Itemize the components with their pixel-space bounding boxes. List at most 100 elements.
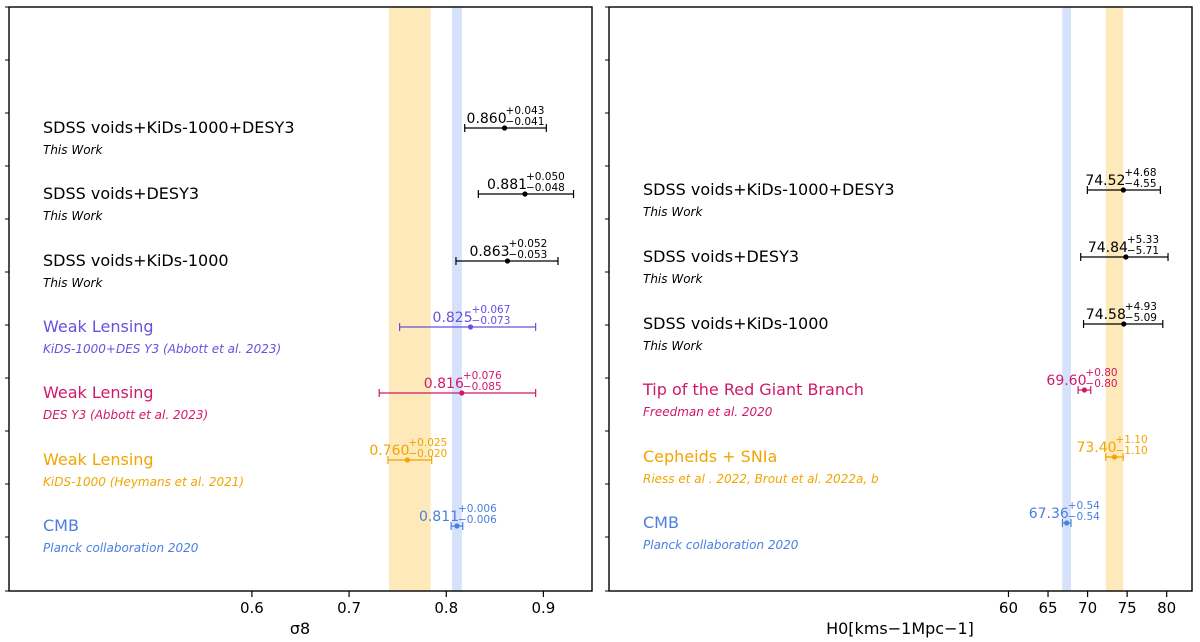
value-label: 74.58 [1086, 307, 1126, 323]
value-plus: +1.10 [1115, 434, 1147, 446]
value-plus: +0.043 [506, 105, 545, 117]
row-reference: KiDS-1000 (Heymans et al. 2021) [43, 475, 244, 489]
sigma8-data-row: SDSS voids+KiDs-1000+DESY3 This Work 0.860… [43, 105, 547, 157]
value-minus: −1.10 [1115, 445, 1147, 457]
sigma8-xtick-label: 0.6 [240, 599, 264, 617]
data-point [501, 125, 508, 131]
data-point [522, 191, 528, 197]
sigma8-xtick-label: 0.9 [531, 599, 555, 617]
value-plus: +0.80 [1085, 367, 1117, 379]
h0-xtick-label: 65 [1038, 599, 1057, 617]
row-label: SDSS voids+KiDs-1000 [643, 314, 829, 333]
value-plus: +0.052 [508, 238, 547, 250]
row-reference: This Work [43, 276, 103, 290]
data-point [454, 523, 460, 529]
h0-data-row: Tip of the Red Giant Branch Freedman et a… [642, 367, 1118, 419]
row-label: CMB [43, 516, 79, 535]
data-point [404, 457, 410, 463]
value-plus: +0.076 [463, 370, 502, 382]
data-point [1064, 520, 1070, 526]
sigma8-data-row: SDSS voids+DESY3 This Work 0.881+0.050−0.0… [43, 171, 575, 223]
h0-xtick-label: 60 [999, 599, 1018, 617]
row-label: Weak Lensing [43, 383, 154, 402]
value-label: 0.881 [487, 177, 527, 193]
row-label: Tip of the Red Giant Branch [642, 380, 864, 399]
h0-band-1 [1105, 7, 1124, 591]
sigma8-data-row: CMB Planck collaboration 2020 0.811+0.006−… [43, 503, 497, 555]
value-minus: −0.54 [1068, 511, 1100, 523]
value-minus: −5.09 [1125, 312, 1157, 324]
h0-data-row: CMB Planck collaboration 2020 67.36+0.54−0… [643, 500, 1100, 552]
sigma8-panel: 0.6 0.7 0.8 0.9 SDSS voids+KiDs-1000+DESY3 T… [5, 6, 593, 638]
row-label: SDSS voids+DESY3 [643, 247, 799, 266]
sigma8-xtick-label: 0.8 [434, 599, 458, 617]
sigma8-plot-frame [8, 6, 593, 592]
value-minus: −0.020 [408, 448, 447, 460]
data-point [504, 258, 511, 264]
row-reference: KiDS-1000+DES Y3 (Abbott et al. 2023) [43, 342, 281, 356]
sigma8-data-row: Weak Lensing DES Y3 (Abbott et al. 2023) 0… [43, 370, 537, 422]
value-label: 74.52 [1085, 173, 1125, 189]
h0-xtick-label: 70 [1078, 599, 1097, 617]
data-point [1121, 321, 1127, 327]
value-minus: −0.085 [463, 381, 502, 393]
value-label: 74.84 [1088, 240, 1128, 256]
value-minus: −0.048 [526, 182, 565, 194]
value-label: 0.811 [419, 509, 459, 525]
value-minus: −0.053 [508, 249, 547, 261]
row-reference: This Work [643, 205, 703, 219]
h0-data-row: SDSS voids+KiDs-1000 This Work 74.58+4.93−… [643, 301, 1164, 353]
value-plus: +4.68 [1124, 167, 1156, 179]
data-point [1111, 454, 1118, 460]
value-minus: −0.80 [1085, 378, 1117, 390]
row-reference: Freedman et al. 2020 [643, 405, 773, 419]
value-label: 67.36 [1029, 506, 1069, 522]
row-reference: This Work [643, 339, 703, 353]
sigma8-data-row: Weak Lensing KiDS-1000 (Heymans et al. 20… [43, 437, 447, 489]
h0-band-0 [1062, 7, 1071, 591]
row-reference: This Work [43, 143, 103, 157]
h0-plot-frame [608, 6, 1193, 592]
h0-data-row: SDSS voids+KiDs-1000+DESY3 This Work 74.52… [643, 167, 1161, 219]
value-plus: +0.54 [1068, 500, 1100, 512]
value-plus: +0.050 [526, 171, 565, 183]
h0-panel: 60 65 70 75 80 SDSS voids+KiDs-1000+DESY3 Thi… [605, 6, 1193, 638]
value-minus: −0.041 [506, 116, 545, 128]
data-point [459, 390, 465, 396]
value-label: 73.40 [1076, 440, 1116, 456]
data-point [467, 324, 474, 330]
value-label: 69.60 [1046, 373, 1086, 389]
value-plus: +5.33 [1127, 234, 1159, 246]
h0-axis-label: H0[kms−1Mpc−1] [826, 619, 974, 638]
value-plus: +0.006 [458, 503, 497, 515]
value-minus: −5.71 [1127, 245, 1159, 257]
h0-xtick-label: 80 [1157, 599, 1176, 617]
row-label: SDSS voids+KiDs-1000+DESY3 [643, 180, 895, 199]
row-reference: This Work [643, 272, 703, 286]
data-point [1123, 254, 1129, 260]
row-label: Weak Lensing [43, 450, 154, 469]
sigma8-data-row: SDSS voids+KiDs-1000 This Work 0.863+0.052… [43, 238, 559, 290]
row-reference: DES Y3 (Abbott et al. 2023) [43, 408, 208, 422]
row-reference: Planck collaboration 2020 [643, 538, 799, 552]
sigma8-xtick-label: 0.7 [337, 599, 361, 617]
value-label: 0.863 [469, 244, 509, 260]
sigma8-band-0 [388, 7, 431, 591]
value-label: 0.816 [424, 376, 464, 392]
row-label: SDSS voids+KiDs-1000+DESY3 [43, 118, 295, 137]
sigma8-band-1 [452, 7, 462, 591]
value-plus: +0.067 [472, 304, 511, 316]
row-label: Cepheids + SNIa [643, 447, 777, 466]
value-label: 0.860 [467, 111, 507, 127]
row-reference: This Work [43, 209, 103, 223]
sigma8-axis-label: σ8 [290, 619, 310, 638]
value-minus: −4.55 [1124, 178, 1156, 190]
row-reference: Planck collaboration 2020 [43, 541, 199, 555]
h0-data-row: Cepheids + SNIa Riess et al . 2022, Brout… [643, 434, 1148, 486]
row-label: SDSS voids+KiDs-1000 [43, 251, 229, 270]
row-label: Weak Lensing [43, 317, 154, 336]
sigma8-data-row: Weak Lensing KiDS-1000+DES Y3 (Abbott et … [43, 304, 537, 356]
value-plus: +0.025 [408, 437, 447, 449]
h0-data-row: SDSS voids+DESY3 This Work 74.84+5.33−5.71 [643, 234, 1169, 286]
